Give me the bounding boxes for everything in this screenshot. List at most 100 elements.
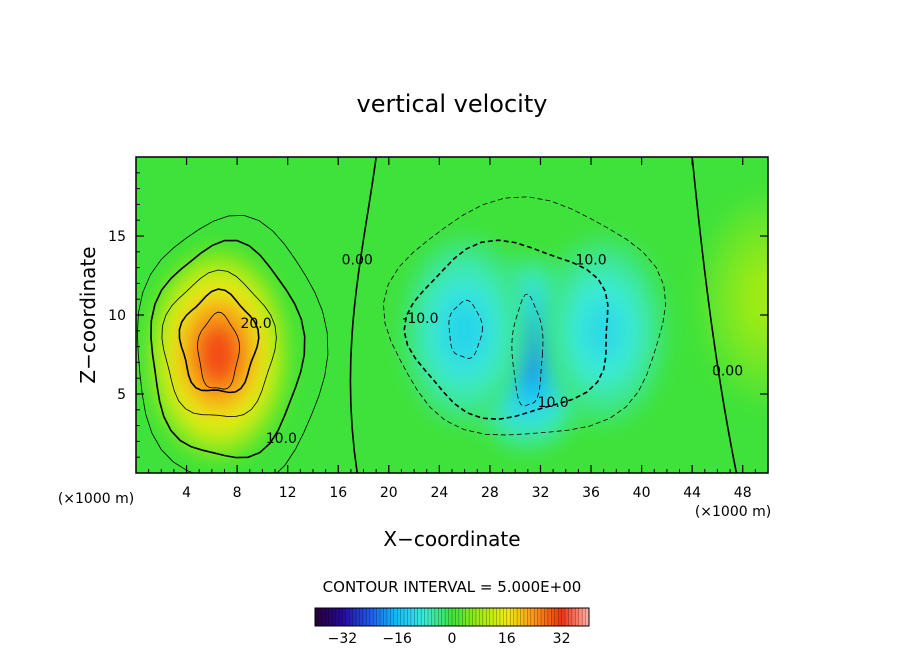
colorbar-cell-46 bbox=[472, 608, 477, 626]
contour-zero-left bbox=[349, 157, 377, 473]
colorbar-tick-label-1: −16 bbox=[382, 631, 412, 647]
colorbar-cell-56 bbox=[506, 608, 511, 626]
colorbar-cell-19 bbox=[380, 608, 384, 626]
colorbar-cell-21 bbox=[386, 608, 391, 626]
colorbar-cell-51 bbox=[489, 608, 494, 626]
colorbar-cell-7 bbox=[338, 608, 343, 626]
plot-area bbox=[136, 157, 768, 473]
x-axis-label: X−coordinate bbox=[383, 527, 520, 551]
contour-labels: 20.0 10.0 0.00 0.00 -10.0 10.0 10.0 bbox=[240, 253, 743, 448]
colorbar-cell-67 bbox=[544, 608, 549, 626]
x-tick-label-3: 16 bbox=[329, 485, 347, 501]
colorbar-cell-78 bbox=[582, 608, 586, 626]
colorbar-cell-29 bbox=[414, 608, 419, 626]
colorbar-cell-65 bbox=[537, 608, 542, 626]
colorbar-cell-26 bbox=[404, 608, 408, 626]
x-axis: 4 8 12 16 20 24 28 32 36 40 44 48 bbox=[148, 157, 769, 501]
colorbar-cell-12 bbox=[356, 608, 360, 626]
contour-pos-5 bbox=[136, 214, 329, 473]
colorbar-cell-64 bbox=[534, 608, 539, 626]
colorbar-cell-33 bbox=[428, 608, 432, 626]
colorbar-cell-47 bbox=[475, 608, 480, 626]
colorbar-cell-58 bbox=[513, 608, 518, 626]
colorbar-cell-69 bbox=[551, 608, 556, 626]
colorbar-cell-28 bbox=[410, 608, 415, 626]
contour-zero-right bbox=[691, 157, 738, 473]
colorbar-cell-55 bbox=[503, 608, 508, 626]
colorbar-cell-23 bbox=[393, 608, 398, 626]
colorbar-cell-9 bbox=[345, 608, 350, 626]
colorbar-cell-70 bbox=[554, 608, 559, 626]
x-tick-label-10: 44 bbox=[683, 485, 701, 501]
x-tick-label-5: 24 bbox=[430, 485, 448, 501]
colorbar-cell-22 bbox=[390, 608, 395, 626]
colorbar-tick-label-0: −32 bbox=[328, 631, 358, 647]
colorbar-cell-60 bbox=[520, 608, 525, 626]
contour-pos-10 bbox=[150, 239, 306, 459]
field-blob-4-3 bbox=[583, 300, 624, 362]
colorbar-cell-15 bbox=[366, 608, 371, 626]
colorbar-cell-20 bbox=[383, 608, 388, 626]
colorbar-cell-16 bbox=[369, 608, 374, 626]
colorbar-cell-50 bbox=[486, 608, 491, 626]
contour-label-6: 10.0 bbox=[538, 395, 569, 411]
contour-interval-text: CONTOUR INTERVAL = 5.000E+00 bbox=[323, 578, 582, 596]
x-tick-label-8: 36 bbox=[582, 485, 600, 501]
colorbar-cell-77 bbox=[578, 608, 583, 626]
contour-label-1: 10.0 bbox=[266, 431, 297, 447]
contour-label-5: 10.0 bbox=[575, 253, 606, 269]
colorbar-cell-14 bbox=[362, 608, 367, 626]
colorbar-cell-37 bbox=[441, 608, 446, 626]
colorbar-cell-0 bbox=[315, 608, 319, 626]
y-tick-label-1: 10 bbox=[108, 308, 126, 324]
colorbar-cell-35 bbox=[434, 608, 439, 626]
colorbar-cell-66 bbox=[541, 608, 545, 626]
colorbar-cell-59 bbox=[517, 608, 521, 626]
colorbar-cell-30 bbox=[417, 608, 422, 626]
x-unit-right: (×1000 m) bbox=[695, 504, 771, 520]
colorbar-cell-52 bbox=[493, 608, 497, 626]
x-tick-label-7: 32 bbox=[532, 485, 550, 501]
field-blob-3-3 bbox=[444, 300, 485, 362]
colorbar-cell-68 bbox=[547, 608, 552, 626]
colorbar-cell-49 bbox=[482, 608, 487, 626]
x-tick-label-0: 4 bbox=[182, 485, 191, 501]
x-tick-label-2: 12 bbox=[279, 485, 297, 501]
colorbar-cell-76 bbox=[575, 608, 580, 626]
color-field bbox=[148, 196, 768, 458]
contour-neg-15b bbox=[448, 299, 483, 359]
colorbar-cell-54 bbox=[499, 608, 504, 626]
contour-neg-15 bbox=[511, 293, 544, 407]
contour-neg-10 bbox=[403, 239, 609, 421]
colorbar-cell-1 bbox=[318, 608, 323, 626]
colorbar-tick-label-4: 32 bbox=[553, 631, 571, 647]
colorbar-cell-40 bbox=[452, 608, 456, 626]
colorbar-cell-11 bbox=[352, 608, 357, 626]
colorbar-tick-label-2: 0 bbox=[448, 631, 457, 647]
colorbar-cell-74 bbox=[568, 608, 573, 626]
colorbar-cell-24 bbox=[397, 608, 402, 626]
colorbar-cell-61 bbox=[523, 608, 528, 626]
colorbar-cell-31 bbox=[421, 608, 425, 626]
x-tick-label-9: 40 bbox=[633, 485, 651, 501]
colorbar: −32 −16 0 16 32 bbox=[314, 607, 590, 647]
colorbar-cell-5 bbox=[332, 608, 336, 626]
contour-lines bbox=[136, 157, 738, 473]
colorbar-cell-75 bbox=[571, 608, 576, 626]
colorbar-cell-62 bbox=[527, 608, 532, 626]
colorbar-cell-6 bbox=[335, 608, 340, 626]
colorbar-cell-44 bbox=[465, 608, 470, 626]
colorbar-cell-39 bbox=[448, 608, 453, 626]
colorbar-cell-57 bbox=[510, 608, 515, 626]
contour-label-4: -10.0 bbox=[402, 311, 438, 327]
y-tick-label-0: 5 bbox=[117, 387, 126, 403]
colorbar-cell-8 bbox=[342, 608, 347, 626]
colorbar-cell-2 bbox=[321, 608, 326, 626]
colorbar-cell-48 bbox=[479, 608, 484, 626]
colorbar-cell-3 bbox=[325, 608, 330, 626]
y-tick-label-2: 15 bbox=[108, 229, 126, 245]
colorbar-cell-38 bbox=[445, 608, 449, 626]
colorbar-cell-18 bbox=[376, 608, 381, 626]
colorbar-cell-34 bbox=[431, 608, 436, 626]
